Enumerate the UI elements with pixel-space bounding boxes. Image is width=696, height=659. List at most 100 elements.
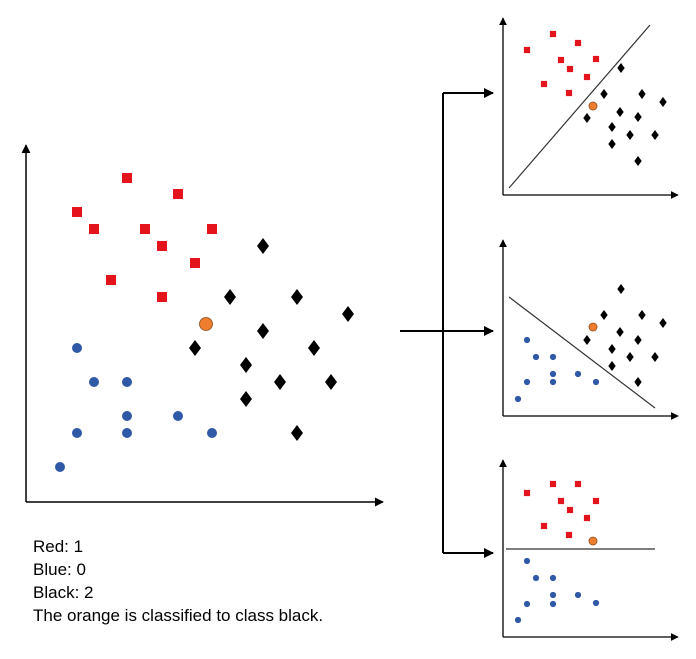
red-square-point	[140, 224, 150, 234]
red-square-point	[583, 73, 591, 81]
red-vote-count: Red: 1	[33, 537, 84, 556]
vote-summary: Red: 1 Blue: 0 Black: 2 The orange is cl…	[33, 535, 323, 627]
orange-query-point	[588, 101, 598, 111]
red-square-point	[549, 30, 557, 38]
red-square-point	[574, 480, 582, 488]
red-square-point	[565, 89, 573, 97]
black-diamond-point	[257, 323, 269, 339]
red-square-point	[566, 506, 574, 514]
black-diamond-point	[257, 238, 269, 254]
sub-plot-1-points	[523, 30, 667, 166]
black-diamond-point	[291, 425, 303, 441]
red-square-point	[190, 258, 200, 268]
main-plot-axes	[21, 144, 384, 507]
black-diamond-point	[659, 97, 667, 107]
black-diamond-point	[659, 318, 667, 328]
blue-circle-point	[549, 353, 557, 361]
black-diamond-point	[608, 344, 616, 354]
black-diamond-point	[583, 335, 591, 345]
black-vote-count: Black: 2	[33, 583, 94, 602]
red-square-point	[549, 480, 557, 488]
red-square-point	[173, 189, 183, 199]
black-diamond-point	[608, 122, 616, 132]
blue-circle-point	[549, 370, 557, 378]
red-square-point	[157, 292, 167, 302]
connector-arrows	[400, 88, 494, 558]
red-square-point	[592, 55, 600, 63]
black-diamond-point	[616, 327, 624, 337]
blue-circle-point	[574, 591, 582, 599]
black-diamond-point	[342, 306, 354, 322]
black-diamond-point	[291, 289, 303, 305]
sub-plot-black-vs-blue	[499, 239, 679, 420]
sub-plot-2-decision-boundary	[508, 296, 656, 409]
blue-circle-point	[549, 591, 557, 599]
orange-query-point	[199, 317, 213, 331]
red-square-point	[157, 241, 167, 251]
black-diamond-point	[325, 374, 337, 390]
blue-circle-point	[523, 557, 531, 565]
orange-query-point	[588, 536, 598, 546]
blue-circle-point	[549, 378, 557, 386]
blue-circle-point	[122, 411, 132, 421]
black-diamond-point	[638, 310, 646, 320]
red-square-point	[592, 497, 600, 505]
black-diamond-point	[608, 361, 616, 371]
black-diamond-point	[240, 391, 252, 407]
red-square-point	[89, 224, 99, 234]
blue-circle-point	[549, 600, 557, 608]
main-plot-points	[55, 173, 354, 472]
red-square-point	[122, 173, 132, 183]
red-square-point	[106, 275, 116, 285]
black-diamond-point	[189, 340, 201, 356]
blue-circle-point	[514, 395, 522, 403]
black-diamond-point	[600, 89, 608, 99]
red-square-point	[72, 207, 82, 217]
blue-circle-point	[532, 353, 540, 361]
red-square-point	[523, 489, 531, 497]
blue-circle-point	[532, 574, 540, 582]
sub-plot-2-points	[514, 284, 667, 403]
orange-query-point	[588, 322, 598, 332]
sub-plot-1-decision-boundary	[508, 24, 651, 189]
blue-circle-point	[592, 599, 600, 607]
blue-circle-point	[523, 600, 531, 608]
sub-plot-red-vs-black	[499, 17, 679, 199]
blue-circle-point	[523, 378, 531, 386]
red-square-point	[207, 224, 217, 234]
black-diamond-point	[240, 357, 252, 373]
blue-circle-point	[592, 378, 600, 386]
red-square-point	[557, 56, 565, 64]
black-diamond-point	[634, 335, 642, 345]
blue-circle-point	[72, 428, 82, 438]
sub-plot-3-points	[514, 480, 600, 624]
black-diamond-point	[617, 284, 625, 294]
blue-circle-point	[55, 462, 65, 472]
blue-circle-point	[89, 377, 99, 387]
black-diamond-point	[634, 377, 642, 387]
red-square-point	[540, 522, 548, 530]
classification-result: The orange is classified to class black.	[33, 606, 324, 625]
red-square-point	[523, 46, 531, 54]
black-diamond-point	[600, 310, 608, 320]
red-square-point	[557, 497, 565, 505]
blue-circle-point	[173, 411, 183, 421]
blue-vote-count: Blue: 0	[33, 560, 86, 579]
sub-plot-red-vs-blue	[499, 459, 679, 641]
blue-circle-point	[523, 336, 531, 344]
black-diamond-point	[224, 289, 236, 305]
black-diamond-point	[616, 107, 624, 117]
red-square-point	[583, 514, 591, 522]
black-diamond-point	[651, 352, 659, 362]
blue-circle-point	[122, 428, 132, 438]
blue-circle-point	[549, 574, 557, 582]
black-diamond-point	[608, 139, 616, 149]
black-diamond-point	[634, 156, 642, 166]
black-diamond-point	[634, 112, 642, 122]
red-square-point	[565, 531, 573, 539]
blue-circle-point	[514, 616, 522, 624]
black-diamond-point	[651, 130, 659, 140]
black-diamond-point	[626, 352, 634, 362]
black-diamond-point	[638, 89, 646, 99]
